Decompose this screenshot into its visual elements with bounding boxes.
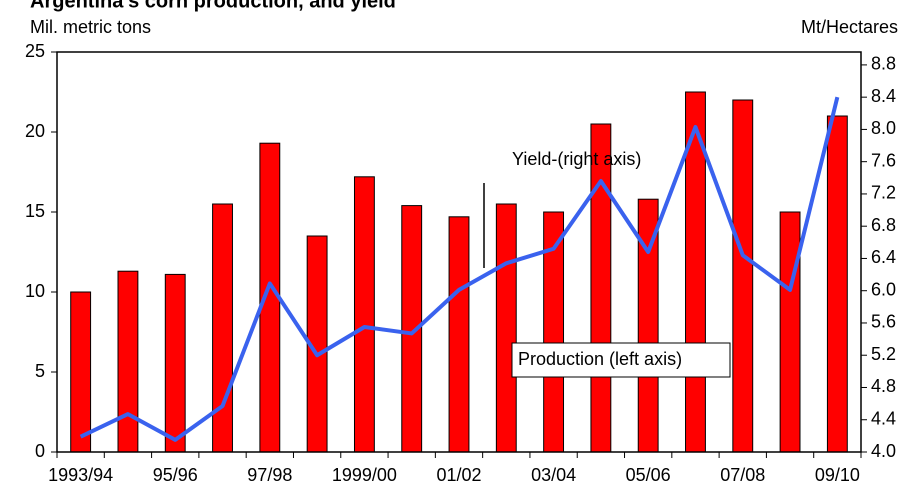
x-tick-label: 07/08: [720, 465, 765, 485]
y2-tick-label: 6.0: [871, 279, 896, 299]
x-tick-label: 05/06: [626, 465, 671, 485]
bar: [70, 291, 92, 453]
bar: [779, 211, 801, 453]
chart-title: Argentina's corn production, and yield: [30, 0, 396, 12]
y-tick-label: 0: [35, 441, 45, 461]
bar: [590, 123, 612, 453]
plot-frame: [56, 51, 862, 453]
bar: [164, 273, 186, 453]
bar: [495, 203, 517, 453]
y2-tick-label: 5.2: [871, 344, 896, 364]
x-tick-label: 97/98: [247, 465, 292, 485]
x-tick-label: 1993/94: [48, 465, 113, 485]
y-axis-label: Mil. metric tons: [30, 17, 151, 37]
y2-axis-label: Mt/Hectares: [801, 17, 898, 37]
bar: [448, 216, 470, 453]
series-annotation: Production (left axis): [518, 349, 682, 369]
y2-tick-label: 8.4: [871, 86, 896, 106]
bar: [212, 203, 233, 453]
y2-tick-label: 6.8: [871, 215, 896, 235]
bar: [117, 270, 139, 453]
x-tick-label: 1999/00: [332, 465, 397, 485]
y-tick-label: 5: [35, 361, 45, 381]
y2-tick-label: 4.0: [871, 441, 896, 461]
y2-tick-label: 5.6: [871, 312, 896, 332]
y-tick-label: 10: [25, 281, 45, 301]
y2-tick-label: 4.8: [871, 376, 896, 396]
series-annotation: Yield-(right axis): [512, 149, 641, 169]
y2-tick-label: 7.2: [871, 183, 896, 203]
y2-tick-label: 8.8: [871, 54, 896, 74]
y2-tick-label: 4.4: [871, 408, 896, 428]
x-tick-label: 01/02: [436, 465, 481, 485]
y2-tick-label: 8.0: [871, 118, 896, 138]
y2-tick-label: 7.6: [871, 150, 896, 170]
x-tick-label: 95/96: [153, 465, 198, 485]
y-tick-label: 25: [25, 41, 45, 61]
annotation-box: [511, 342, 731, 378]
y-tick-label: 20: [25, 121, 45, 141]
bar: [353, 176, 375, 453]
bar: [826, 115, 848, 453]
bar: [732, 99, 754, 453]
y-tick-label: 15: [25, 201, 45, 221]
yield-line: [79, 96, 840, 442]
y2-tick-label: 6.4: [871, 247, 896, 267]
x-tick-label: 09/10: [815, 465, 860, 485]
x-tick-label: 03/04: [531, 465, 576, 485]
